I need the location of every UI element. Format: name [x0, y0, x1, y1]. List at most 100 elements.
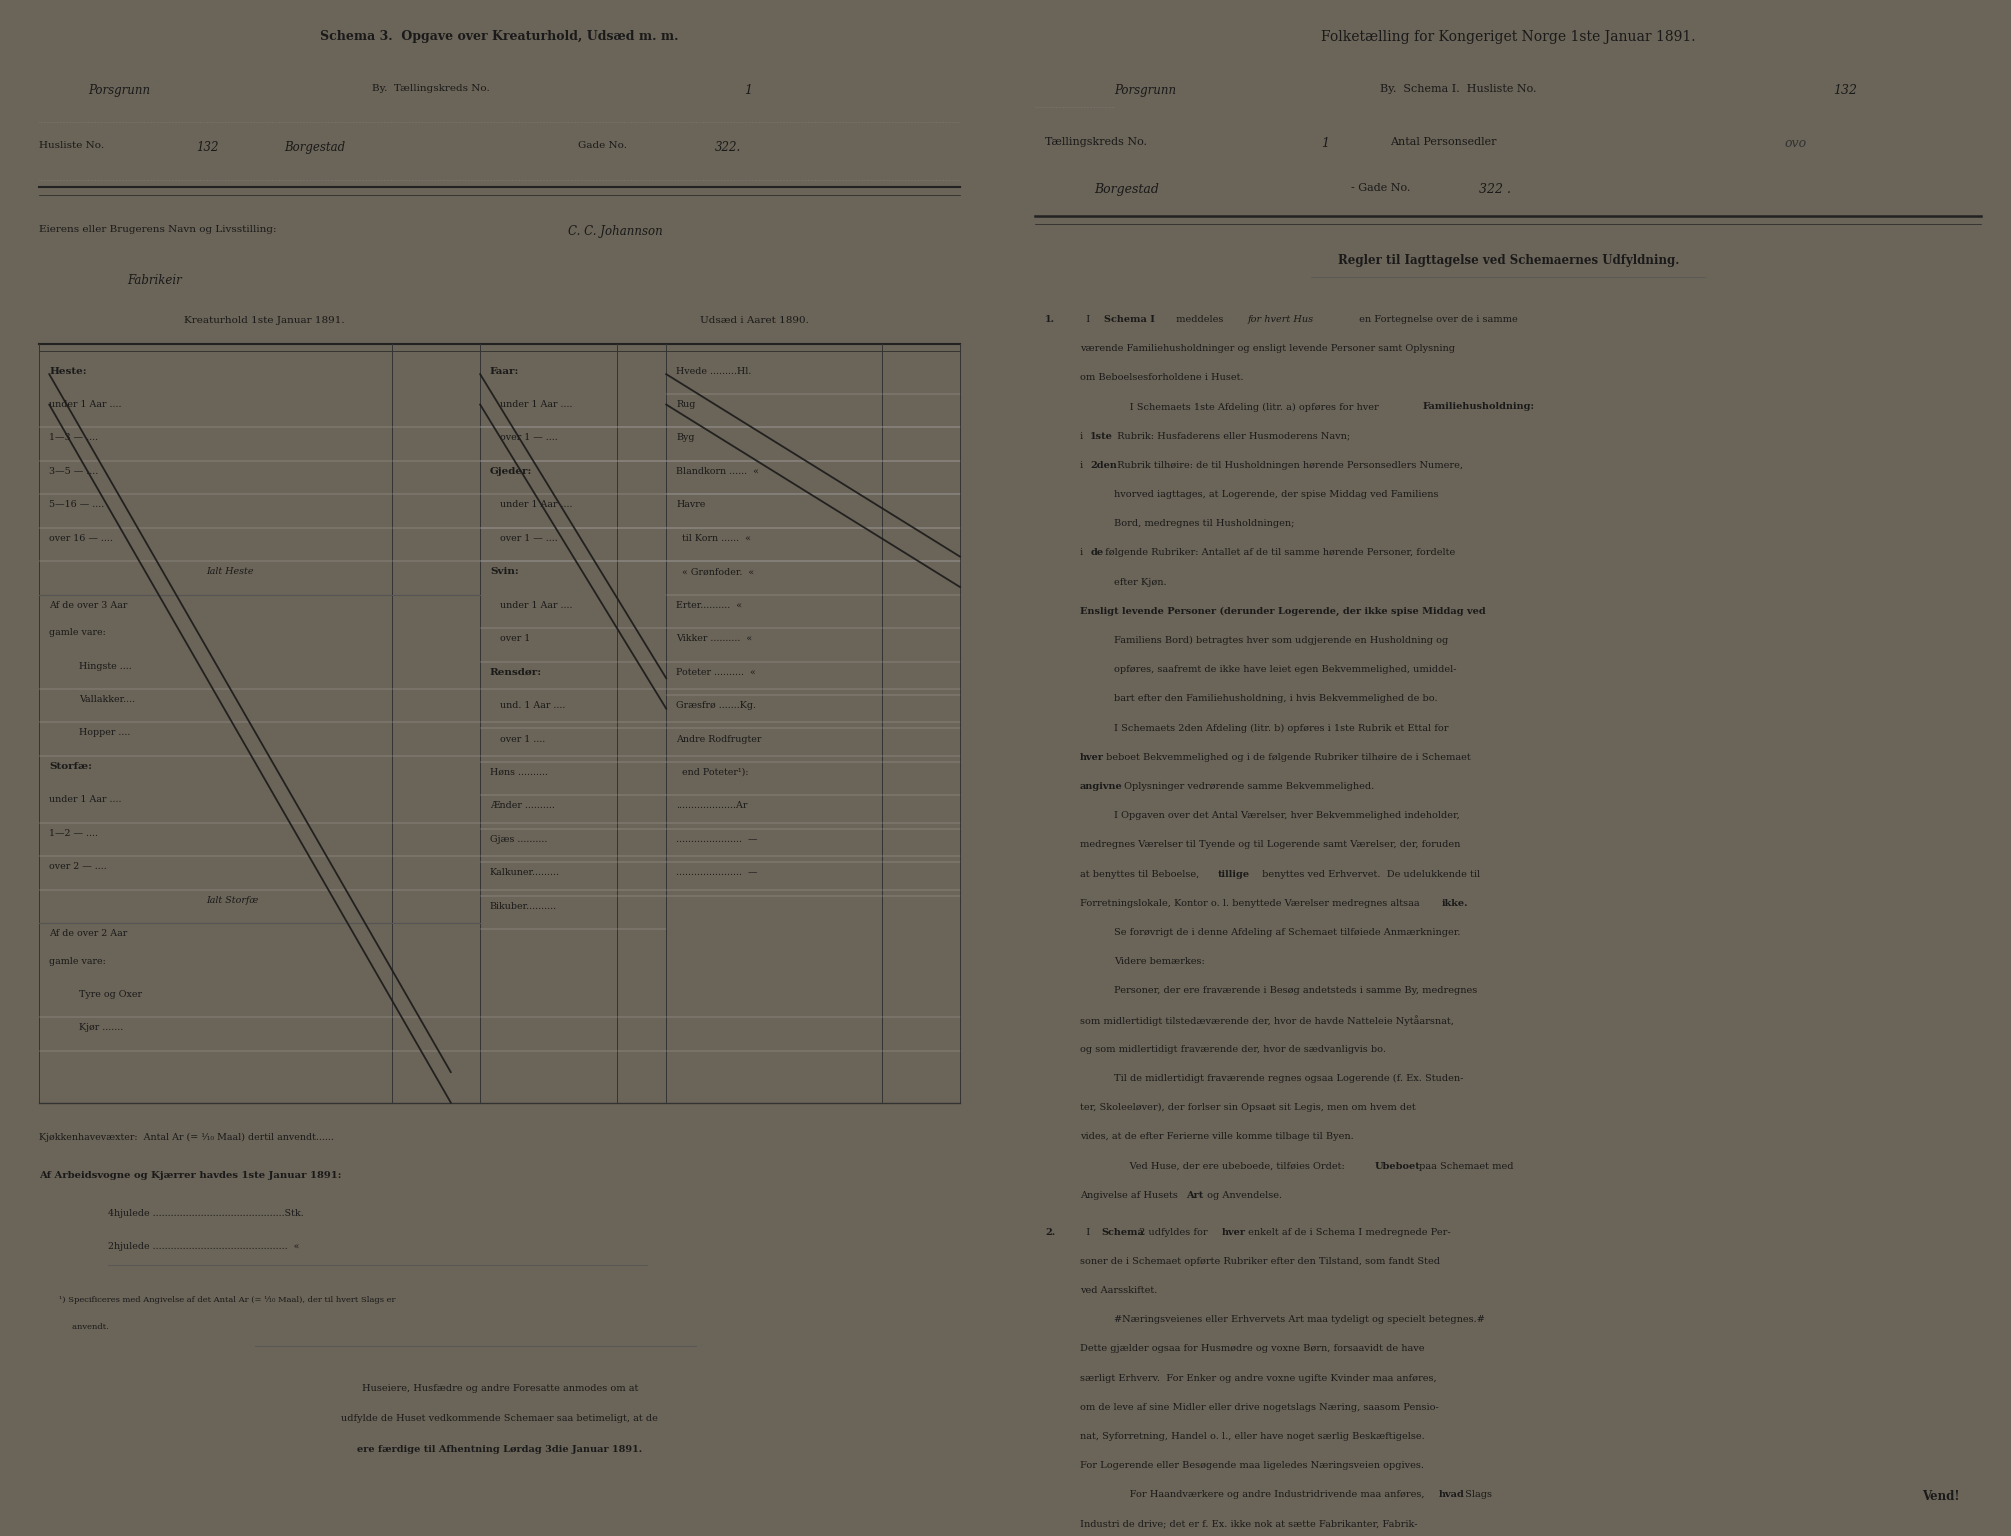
Text: By.  Schema I.  Husliste No.: By. Schema I. Husliste No.: [1380, 83, 1536, 94]
Text: Erter..........  «: Erter.......... «: [676, 601, 742, 610]
Text: en Fortegnelse over de i samme: en Fortegnelse over de i samme: [1355, 315, 1516, 324]
Text: Andre Rodfrugter: Andre Rodfrugter: [676, 734, 762, 743]
Text: hver: hver: [1080, 753, 1104, 762]
Text: under 1 Aar ....: under 1 Aar ....: [48, 796, 123, 805]
Text: For Haandværkere og andre Industridrivende maa anføres,: For Haandværkere og andre Industridriven…: [1114, 1490, 1428, 1499]
Text: ter, Skoleeløver), der forlser sin Opsaøt sit Legis, men om hvem det: ter, Skoleeløver), der forlser sin Opsaø…: [1080, 1103, 1416, 1112]
Text: Antal Personsedler: Antal Personsedler: [1390, 137, 1496, 147]
Text: og Anvendelse.: og Anvendelse.: [1205, 1190, 1281, 1200]
Text: Eierens eller Brugerens Navn og Livsstilling:: Eierens eller Brugerens Navn og Livsstil…: [40, 226, 278, 233]
Text: Vikker ..........  «: Vikker .......... «: [676, 634, 752, 644]
Text: 1—2 — ....: 1—2 — ....: [48, 829, 99, 837]
Text: som midlertidigt tilstedæværende der, hvor de havde Natteleie Nytåarsnat,: som midlertidigt tilstedæværende der, hv…: [1080, 1015, 1454, 1026]
Text: 3—5 — ....: 3—5 — ....: [48, 467, 99, 476]
Text: om de leve af sine Midler eller drive nogetslags Næring, saasom Pensio-: om de leve af sine Midler eller drive no…: [1080, 1402, 1438, 1412]
Text: over 2 — ....: over 2 — ....: [48, 862, 107, 871]
Text: beboet Bekvemmelighed og i de følgende Rubriker tilhøire de i Schemaet: beboet Bekvemmelighed og i de følgende R…: [1104, 753, 1470, 762]
Text: Gjeder:: Gjeder:: [491, 467, 533, 476]
Text: i: i: [1080, 461, 1086, 470]
Text: Industri de drive; det er f. Ex. ikke nok at sætte Fabrikanter, Fabrik-: Industri de drive; det er f. Ex. ikke no…: [1080, 1519, 1418, 1528]
Text: I: I: [1080, 315, 1094, 324]
Text: I Schemaets 2den Afdeling (litr. b) opføres i 1ste Rubrik et Ettal for: I Schemaets 2den Afdeling (litr. b) opfø…: [1114, 723, 1448, 733]
Text: hver: hver: [1221, 1227, 1245, 1236]
Text: over 1 ....: over 1 ....: [499, 734, 545, 743]
Text: benyttes ved Erhvervet.  De udelukkende til: benyttes ved Erhvervet. De udelukkende t…: [1259, 869, 1480, 879]
Text: Storfæ:: Storfæ:: [48, 762, 93, 771]
Text: Folketælling for Kongeriget Norge 1ste Januar 1891.: Folketælling for Kongeriget Norge 1ste J…: [1321, 31, 1695, 45]
Text: over 16 — ....: over 16 — ....: [48, 535, 113, 542]
Text: i: i: [1080, 432, 1086, 441]
Text: Gjæs ..........: Gjæs ..........: [491, 836, 547, 843]
Text: 4hjulede ............................................Stk.: 4hjulede ...............................…: [109, 1209, 304, 1218]
Text: #Næringsveienes eller Erhvervets Art maa tydeligt og specielt betegnes.#: #Næringsveienes eller Erhvervets Art maa…: [1114, 1315, 1484, 1324]
Text: Høns ..........: Høns ..........: [491, 768, 547, 777]
Text: 1ste: 1ste: [1090, 432, 1114, 441]
Text: til Korn ......  «: til Korn ...... «: [676, 535, 750, 542]
Text: Rubrik: Husfaderens eller Husmoderens Navn;: Rubrik: Husfaderens eller Husmoderens Na…: [1114, 432, 1349, 441]
Text: Familiens Bord) betragtes hver som udgjerende en Husholdning og: Familiens Bord) betragtes hver som udgje…: [1114, 636, 1448, 645]
Text: ......................  —: ...................... —: [676, 868, 758, 877]
Text: Hopper ....: Hopper ....: [78, 728, 131, 737]
Text: Ialt Heste: Ialt Heste: [205, 567, 253, 576]
Text: om Beboelsesforholdene i Huset.: om Beboelsesforholdene i Huset.: [1080, 373, 1243, 382]
Text: Faar:: Faar:: [491, 367, 519, 375]
Text: Porsgrunn: Porsgrunn: [1114, 83, 1176, 97]
Text: Græsfrø .......Kg.: Græsfrø .......Kg.: [676, 700, 756, 710]
Text: Byg: Byg: [676, 433, 694, 442]
Text: Bord, medregnes til Husholdningen;: Bord, medregnes til Husholdningen;: [1114, 519, 1295, 528]
Text: hvad: hvad: [1438, 1490, 1464, 1499]
Text: Udsæd i Aaret 1890.: Udsæd i Aaret 1890.: [700, 316, 808, 326]
Text: For Logerende eller Besøgende maa ligeledes Næringsveien opgives.: For Logerende eller Besøgende maa ligele…: [1080, 1461, 1424, 1470]
Text: de: de: [1090, 548, 1104, 558]
Text: 2.: 2.: [1046, 1227, 1056, 1236]
Text: Hvede .........Hl.: Hvede .........Hl.: [676, 367, 752, 375]
Text: 5—16 — ....: 5—16 — ....: [48, 501, 105, 510]
Text: Vend!: Vend!: [1923, 1490, 1959, 1504]
Text: over 1 — ....: over 1 — ....: [499, 535, 557, 542]
Text: Af Arbeidsvogne og Kjærrer havdes 1ste Januar 1891:: Af Arbeidsvogne og Kjærrer havdes 1ste J…: [40, 1170, 342, 1180]
Text: Af de over 2 Aar: Af de over 2 Aar: [48, 929, 127, 938]
Text: 2hjulede .............................................  «: 2hjulede ...............................…: [109, 1243, 300, 1252]
Text: Kalkuner.........: Kalkuner.........: [491, 868, 559, 877]
Text: under 1 Aar ....: under 1 Aar ....: [48, 399, 123, 409]
Text: Ialt Storfæ: Ialt Storfæ: [205, 895, 257, 905]
Text: opføres, saafremt de ikke have leiet egen Bekvemmelighed, umiddel-: opføres, saafremt de ikke have leiet ege…: [1114, 665, 1456, 674]
Text: soner de i Schemaet opførte Rubriker efter den Tilstand, som fandt Sted: soner de i Schemaet opførte Rubriker eft…: [1080, 1256, 1440, 1266]
Text: Art: Art: [1186, 1190, 1203, 1200]
Text: hvorved iagttages, at Logerende, der spise Middag ved Familiens: hvorved iagttages, at Logerende, der spi…: [1114, 490, 1438, 499]
Text: 1.: 1.: [1046, 315, 1056, 324]
Text: Tællingskreds No.: Tællingskreds No.: [1046, 137, 1146, 147]
Text: Schema I: Schema I: [1104, 315, 1154, 324]
Text: I Opgaven over det Antal Værelser, hver Bekvemmelighed indeholder,: I Opgaven over det Antal Værelser, hver …: [1114, 811, 1460, 820]
Text: Slags: Slags: [1462, 1490, 1492, 1499]
Text: Vallakker....: Vallakker....: [78, 694, 135, 703]
Text: Af de over 3 Aar: Af de over 3 Aar: [48, 601, 127, 610]
Text: Husliste No.: Husliste No.: [40, 141, 105, 151]
Text: « Grønfoder.  «: « Grønfoder. «: [676, 567, 754, 576]
Text: Heste:: Heste:: [48, 367, 86, 375]
Text: ere færdige til Afhentning Lørdag 3die Januar 1891.: ere færdige til Afhentning Lørdag 3die J…: [358, 1445, 642, 1453]
Text: Kjør .......: Kjør .......: [78, 1023, 123, 1032]
Text: Borgestad: Borgestad: [1094, 183, 1158, 195]
Text: særligt Erhverv.  For Enker og andre voxne ugifte Kvinder maa anføres,: særligt Erhverv. For Enker og andre voxn…: [1080, 1373, 1436, 1382]
Text: Angivelse af Husets: Angivelse af Husets: [1080, 1190, 1180, 1200]
Text: und. 1 Aar ....: und. 1 Aar ....: [499, 700, 565, 710]
Text: ved Aarsskiftet.: ved Aarsskiftet.: [1080, 1286, 1156, 1295]
Text: Ved Huse, der ere ubeboede, tilføies Ordet:: Ved Huse, der ere ubeboede, tilføies Ord…: [1114, 1161, 1347, 1170]
Text: paa Schemaet med: paa Schemaet med: [1416, 1161, 1514, 1170]
Text: nat, Syforretning, Handel o. l., eller have noget særlig Beskæftigelse.: nat, Syforretning, Handel o. l., eller h…: [1080, 1432, 1424, 1441]
Text: værende Familiehusholdninger og ensligt levende Personer samt Oplysning: værende Familiehusholdninger og ensligt …: [1080, 344, 1454, 353]
Text: i: i: [1080, 548, 1086, 558]
Text: Personer, der ere fraværende i Besøg andetsteds i samme By, medregnes: Personer, der ere fraværende i Besøg and…: [1114, 986, 1478, 995]
Text: Rug: Rug: [676, 399, 696, 409]
Text: efter Kjøn.: efter Kjøn.: [1114, 578, 1166, 587]
Text: Rensdør:: Rensdør:: [491, 668, 543, 677]
Text: Tyre og Oxer: Tyre og Oxer: [78, 991, 141, 998]
Text: 132: 132: [197, 141, 219, 155]
Text: I Schemaets 1ste Afdeling (litr. a) opføres for hver: I Schemaets 1ste Afdeling (litr. a) opfø…: [1114, 402, 1382, 412]
Text: 132: 132: [1834, 83, 1858, 97]
Text: ¹) Specificeres med Angivelse af det Antal Ar (= ¹⁄₁₀ Maal), der til hvert Slags: ¹) Specificeres med Angivelse af det Ant…: [58, 1296, 396, 1304]
Text: By.  Tællingskreds No.: By. Tællingskreds No.: [372, 83, 491, 92]
Text: følgende Rubriker: Antallet af de til samme hørende Personer, fordelte: følgende Rubriker: Antallet af de til sa…: [1102, 548, 1456, 558]
Text: Forretningslokale, Kontor o. l. benyttede Værelser medregnes altsaa: Forretningslokale, Kontor o. l. benytted…: [1080, 899, 1422, 908]
